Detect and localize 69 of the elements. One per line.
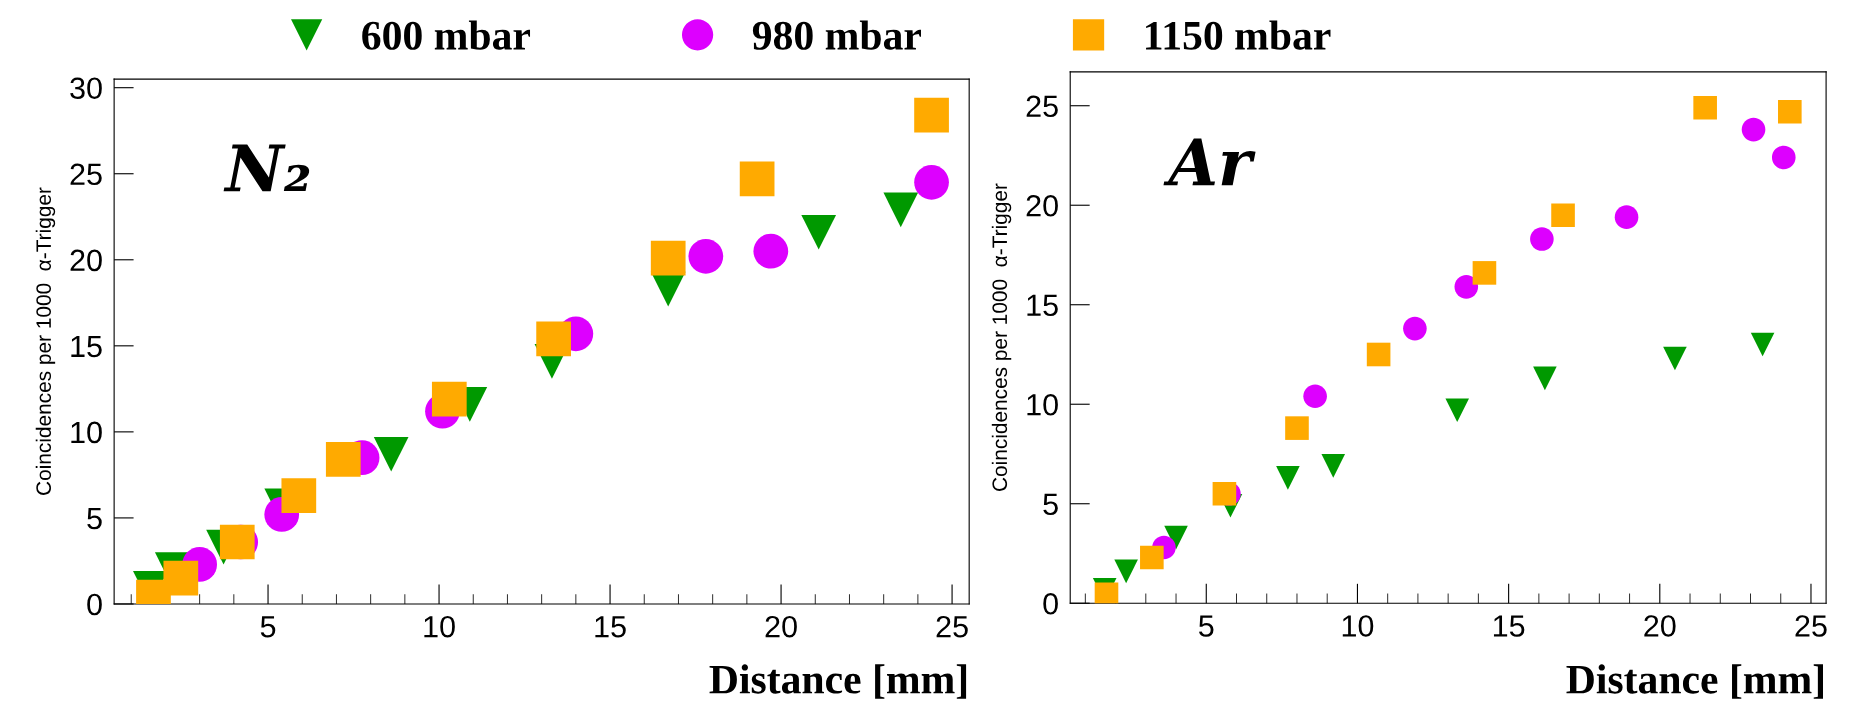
annotation: Ar [1163, 138, 1256, 186]
x-tick-label: 10 [1342, 615, 1374, 637]
point [801, 214, 837, 250]
point [1551, 203, 1575, 227]
x-axis-title: Distance [mm] [1566, 664, 1824, 699]
x-tick-label: 15 [1493, 615, 1525, 637]
y-tick-label: 15 [1027, 294, 1058, 317]
point [163, 560, 199, 596]
x-tick-label: 15 [595, 616, 626, 638]
y-tick-label: 0 [87, 593, 102, 616]
point [1321, 454, 1346, 478]
point [373, 436, 409, 472]
legend-label: 980 mbar [752, 20, 921, 50]
point [1530, 227, 1554, 251]
x-tick-label: 5 [260, 616, 276, 638]
point [1164, 525, 1188, 550]
x-tick-label: 20 [765, 615, 797, 638]
x-axis-title: Distance [mm] [709, 664, 967, 699]
point [1771, 145, 1796, 170]
y-tick-label: 0 [1043, 592, 1058, 615]
point [1303, 384, 1327, 409]
y-tick-label: 10 [1027, 393, 1058, 416]
point [688, 238, 724, 274]
x-tick-label: 25 [936, 615, 968, 638]
point [1693, 95, 1717, 120]
point [1114, 559, 1138, 584]
point [536, 321, 571, 357]
y-tick-label: 20 [1026, 194, 1058, 217]
x-tick-label: 10 [424, 615, 455, 638]
legend-label: 600 mbar [362, 20, 531, 50]
point [1403, 316, 1427, 341]
point [1750, 332, 1775, 357]
y-tick-label: 25 [70, 163, 102, 186]
y-axis-title: Coincidences per 1000 α-Trigger [991, 183, 1012, 491]
point [1445, 398, 1470, 423]
point [219, 524, 255, 560]
point [1614, 205, 1639, 229]
y-tick-label: 15 [71, 335, 102, 358]
point [1663, 346, 1687, 371]
point [1276, 466, 1300, 490]
x-tick-label: 20 [1644, 615, 1676, 637]
point [1533, 366, 1557, 391]
y-tick-label: 10 [71, 421, 102, 444]
point [1285, 416, 1309, 440]
y-tick-label: 30 [70, 77, 102, 100]
point [281, 478, 317, 513]
legend-label: 1150 mbar [1146, 20, 1331, 50]
point [753, 233, 789, 269]
point [914, 97, 949, 133]
point [1454, 275, 1479, 299]
y-axis-title: Coincidences per 1000 α-Trigger [35, 187, 56, 495]
point [431, 381, 467, 417]
point [650, 240, 686, 276]
y-tick-label: 20 [70, 249, 102, 272]
point [1366, 342, 1391, 367]
x-tick-label: 5 [1199, 615, 1214, 637]
annotation: N₂ [223, 144, 310, 192]
point [739, 161, 775, 197]
point [883, 192, 919, 228]
point [1778, 99, 1802, 124]
point [325, 442, 361, 477]
point [1140, 545, 1164, 570]
x-tick-label: 25 [1795, 615, 1827, 637]
y-tick-label: 5 [1043, 493, 1058, 516]
y-tick-label: 5 [87, 507, 102, 530]
point [1472, 261, 1497, 285]
y-tick-label: 25 [1026, 95, 1058, 118]
point [914, 164, 949, 200]
point [1741, 117, 1766, 142]
